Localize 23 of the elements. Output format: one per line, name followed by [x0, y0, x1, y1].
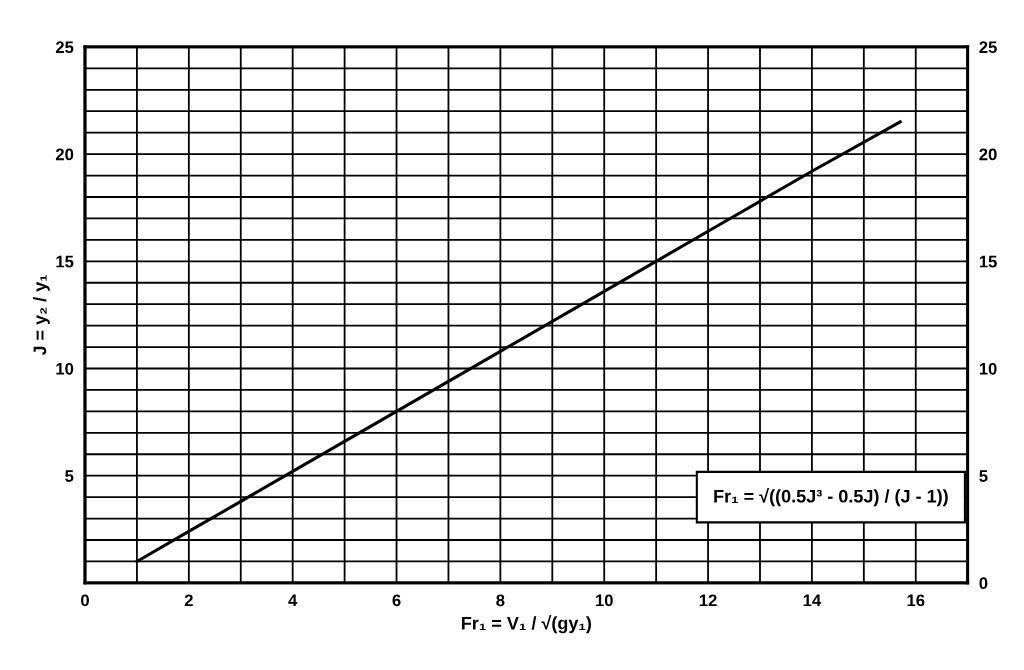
annotation: Fr₁ = √((0.5J³ - 0.5J) / (J - 1))	[714, 488, 948, 507]
x-axis-title: Fr₁ = V₁ / √(gy₁)	[461, 615, 591, 634]
x-tick-label: 6	[392, 594, 401, 607]
x-tick-label: 2	[184, 594, 193, 607]
y-tick-label: 20	[55, 148, 74, 161]
x-tick-label: 12	[699, 594, 717, 607]
y-tick-label: 25	[55, 41, 74, 54]
x-tick-label: 0	[81, 594, 89, 607]
y2-tick-label: 25	[979, 41, 997, 54]
y2-tick-label: 10	[979, 362, 997, 375]
y2-tick-label: 0	[979, 577, 988, 590]
y-tick-label: 5	[65, 470, 74, 482]
x-tick-label: 16	[907, 594, 925, 607]
y-axis-title: J = y₂ / y₁	[32, 274, 50, 356]
y2-tick-label: 15	[979, 255, 997, 268]
x-tick-label: 8	[496, 594, 505, 607]
y2-tick-label: 5	[979, 470, 988, 482]
y-tick-label: 10	[56, 362, 74, 375]
x-tick-label: 10	[596, 594, 613, 607]
y2-tick-label: 20	[979, 148, 997, 161]
x-tick-label: 4	[288, 594, 298, 607]
x-tick-label: 14	[803, 594, 822, 607]
y-tick-label: 15	[56, 255, 74, 268]
